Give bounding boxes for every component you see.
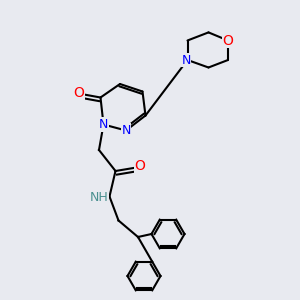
Text: NH: NH [90, 191, 108, 205]
Text: N: N [181, 53, 191, 67]
Text: N: N [121, 124, 131, 137]
Text: O: O [135, 160, 146, 173]
Text: N: N [99, 118, 108, 131]
Text: O: O [73, 86, 84, 100]
Text: O: O [223, 34, 233, 47]
